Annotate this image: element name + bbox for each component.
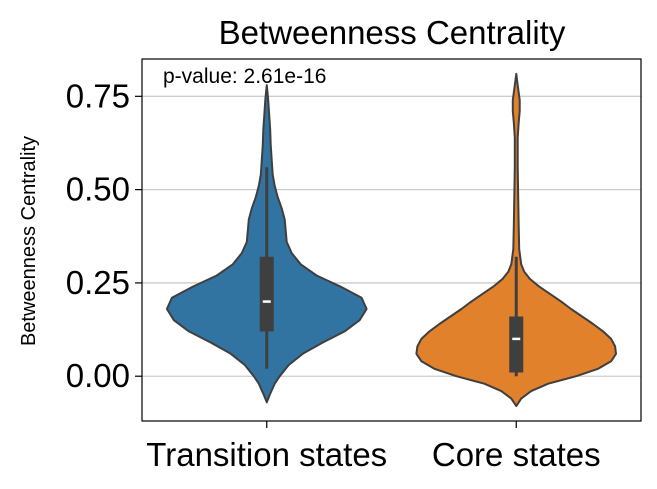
y-tick-label: 0.00 (66, 357, 130, 394)
plot-frame (141, 58, 642, 422)
x-tick-label: Core states (432, 436, 601, 473)
violin-body (415, 72, 617, 408)
y-tick-label: 0.75 (66, 77, 130, 114)
violins (165, 72, 617, 408)
x-axis-ticks: Transition states Core states (146, 421, 601, 473)
y-axis-ticks: 0.00 0.25 0.50 0.75 (66, 77, 142, 394)
violin-transition-states (165, 84, 368, 404)
chart-title: Betweenness Centrality (219, 14, 566, 51)
y-tick-label: 0.25 (66, 264, 130, 301)
y-axis-label: Betweenness Centrality (18, 136, 40, 346)
y-tick-label: 0.50 (66, 171, 130, 208)
violin-iqr-box (259, 256, 274, 332)
violin-core-states (415, 72, 617, 408)
p-value-annotation: p-value: 2.61e-16 (163, 65, 326, 88)
violin-iqr-box (509, 316, 524, 373)
x-tick-label: Transition states (146, 436, 387, 473)
